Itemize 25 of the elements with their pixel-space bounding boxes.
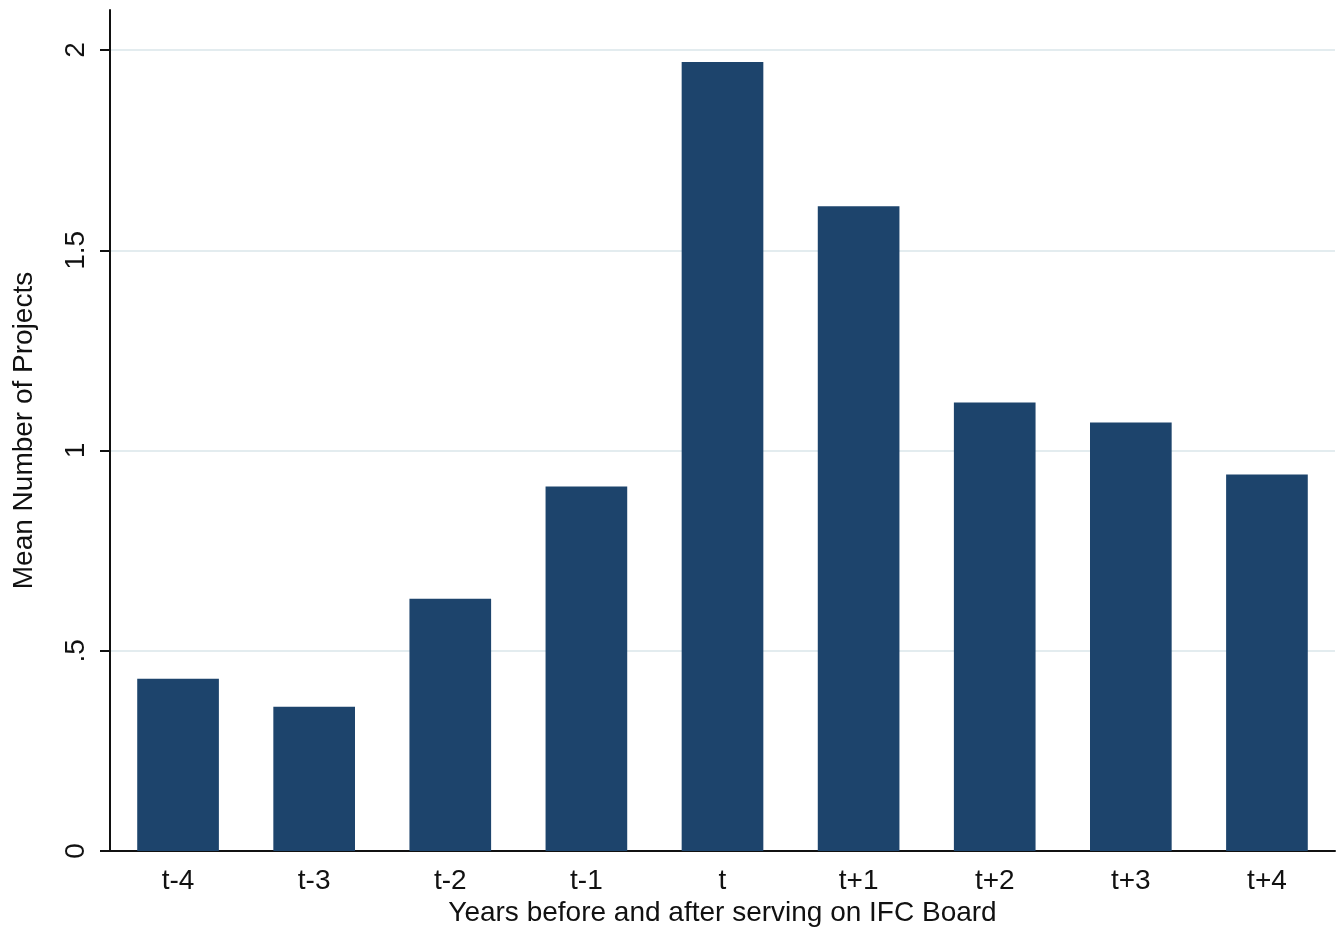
- bar: [545, 486, 628, 851]
- x-tick-label: t+4: [1247, 863, 1287, 895]
- x-tick-label: t-3: [297, 863, 331, 895]
- x-tick-label: t-4: [161, 863, 195, 895]
- x-tick-label: t+2: [974, 863, 1015, 895]
- x-axis-title: Years before and after serving on IFC Board: [448, 896, 997, 928]
- bar: [1226, 474, 1308, 851]
- y-tick-label: 0: [58, 843, 90, 859]
- bar: [817, 206, 900, 851]
- bar: [953, 402, 1036, 851]
- x-tick-label: t-2: [433, 863, 467, 895]
- x-tick-label: t+1: [838, 863, 879, 895]
- bar: [681, 62, 764, 851]
- y-tick-label: 1.5: [58, 230, 90, 270]
- y-tick-label: 2: [58, 42, 90, 58]
- y-axis-title: Mean Number of Projects: [6, 271, 38, 590]
- bar: [273, 706, 355, 851]
- y-tick-label: 1: [58, 442, 90, 459]
- bar: [137, 678, 219, 851]
- x-tick-label: t-1: [570, 863, 603, 895]
- y-tick-label: .5: [58, 639, 90, 663]
- bar: [1090, 422, 1172, 851]
- x-tick-label: t+3: [1110, 863, 1151, 895]
- bar: [409, 598, 492, 851]
- x-tick-label: t: [718, 863, 727, 895]
